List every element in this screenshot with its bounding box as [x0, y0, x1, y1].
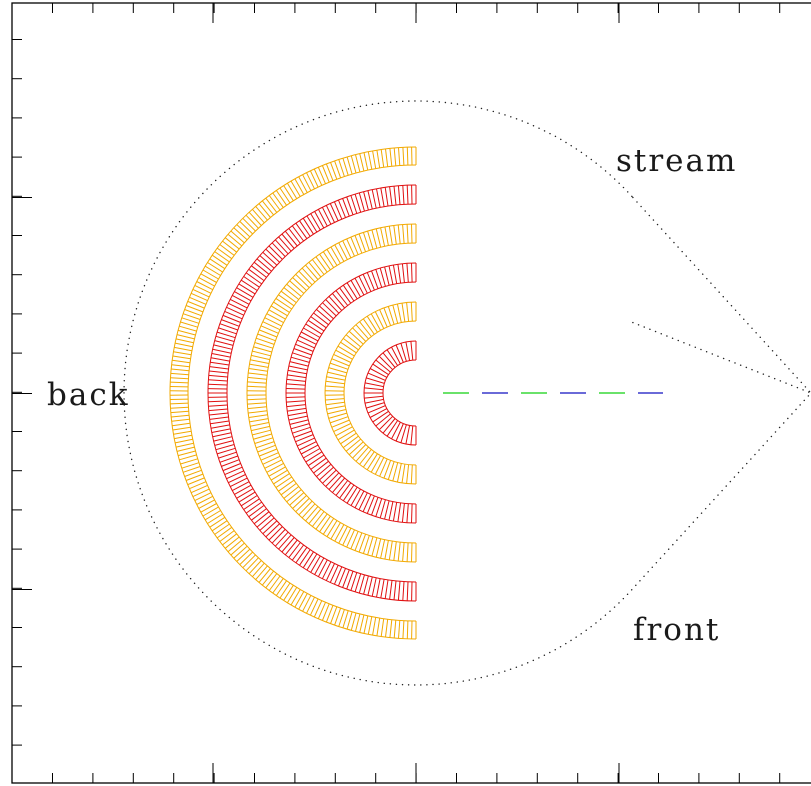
label-back: back — [47, 377, 129, 413]
back-half-inner-arc — [226, 203, 417, 583]
tip-line — [632, 321, 811, 394]
back-half-inner-arc — [187, 164, 417, 622]
ring-5 — [207, 184, 625, 602]
ring-2 — [324, 301, 508, 485]
back-half-outer-arc — [324, 301, 417, 485]
ring-outer — [169, 146, 663, 640]
back-half-inner-arc — [382, 359, 417, 427]
ring-4 — [246, 223, 586, 563]
ring-3 — [285, 262, 547, 524]
axis-ticks — [12, 3, 781, 783]
back-half-comb — [324, 302, 417, 484]
back-half-comb — [169, 146, 417, 640]
label-front: front — [633, 612, 720, 648]
back-half-comb — [246, 224, 417, 562]
back-half-inner-arc — [304, 281, 417, 505]
back-half-comb — [364, 341, 417, 445]
back-half-comb — [286, 263, 417, 523]
back-half-outer-arc — [169, 146, 417, 640]
back-half-outer-arc — [285, 262, 417, 524]
label-stream: stream — [616, 143, 737, 179]
back-half-comb — [207, 184, 417, 602]
ring-bands — [169, 146, 663, 640]
back-half-outer-arc — [363, 340, 417, 446]
ring-inner — [363, 340, 469, 446]
plot-frame — [11, 2, 811, 784]
back-half-inner-arc — [265, 242, 417, 544]
back-half-inner-arc — [343, 320, 417, 466]
back-half-outer-arc — [246, 223, 417, 563]
frame-border — [11, 2, 811, 784]
back-half-outer-arc — [207, 184, 417, 602]
